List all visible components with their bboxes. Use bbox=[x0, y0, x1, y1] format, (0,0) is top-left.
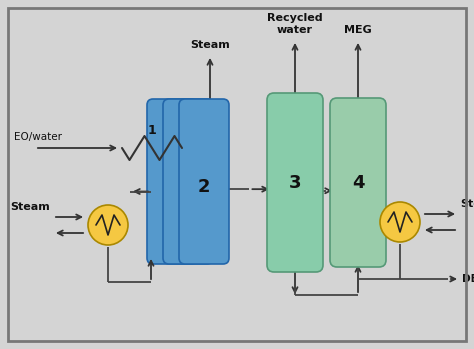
Text: MEG: MEG bbox=[344, 25, 372, 35]
Circle shape bbox=[380, 202, 420, 242]
Text: Steam: Steam bbox=[10, 202, 50, 212]
FancyBboxPatch shape bbox=[267, 93, 323, 272]
Circle shape bbox=[88, 205, 128, 245]
Text: 3: 3 bbox=[289, 173, 301, 192]
Text: Recycled
water: Recycled water bbox=[267, 13, 323, 35]
Text: EO/water: EO/water bbox=[14, 132, 62, 142]
FancyBboxPatch shape bbox=[330, 98, 386, 267]
Text: 2: 2 bbox=[198, 178, 210, 195]
Text: DEG+TEG: DEG+TEG bbox=[462, 274, 474, 284]
Text: Steam: Steam bbox=[460, 199, 474, 209]
Text: Steam: Steam bbox=[190, 40, 230, 50]
FancyBboxPatch shape bbox=[163, 99, 213, 264]
Text: 4: 4 bbox=[352, 173, 364, 192]
Text: 1: 1 bbox=[147, 124, 156, 136]
FancyBboxPatch shape bbox=[147, 99, 197, 264]
FancyBboxPatch shape bbox=[179, 99, 229, 264]
